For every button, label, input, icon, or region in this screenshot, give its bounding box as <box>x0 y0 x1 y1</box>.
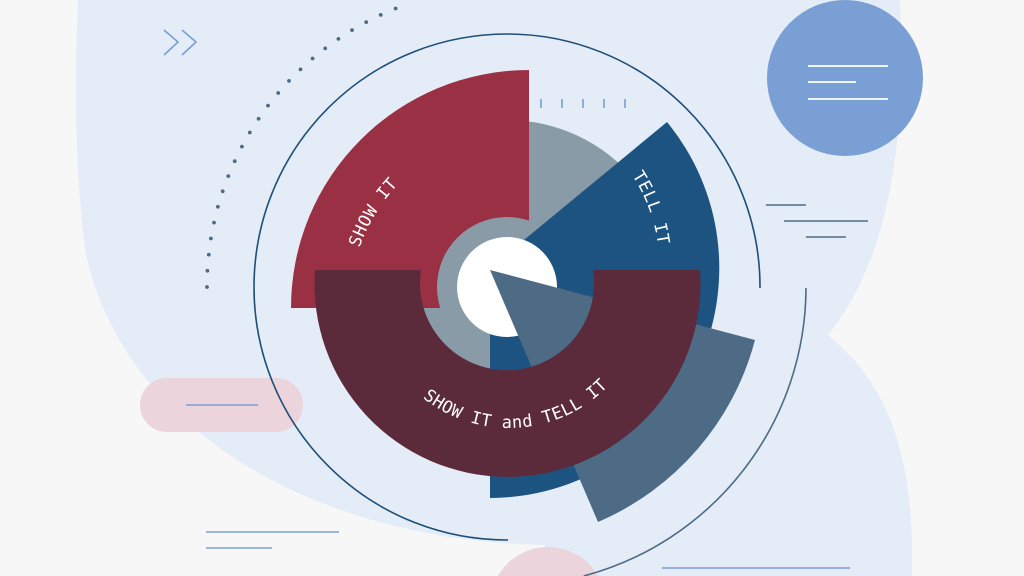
double-chevron-right-icon <box>163 29 198 56</box>
dot <box>216 204 220 209</box>
dot <box>336 37 341 41</box>
dot <box>205 268 210 273</box>
dot <box>364 20 369 24</box>
tick-marks <box>540 99 626 108</box>
dot <box>247 130 252 135</box>
dot <box>209 236 213 241</box>
dot <box>298 67 303 72</box>
dot <box>226 174 231 179</box>
dot <box>232 159 237 164</box>
menu-circle <box>767 0 923 156</box>
side-lines-right <box>766 204 868 238</box>
show-and-tell-ring <box>314 270 701 477</box>
outline-arc-outer <box>583 287 807 576</box>
dot <box>212 220 216 225</box>
dot <box>205 285 209 289</box>
dot <box>310 56 315 61</box>
pink-circle <box>497 547 599 576</box>
outline-arc-inner <box>253 33 761 541</box>
dot <box>266 103 270 108</box>
dot <box>240 144 244 149</box>
dot <box>350 28 354 32</box>
dot <box>323 46 328 51</box>
dot <box>276 91 281 95</box>
dotted-arc <box>205 6 398 289</box>
dot <box>393 6 398 11</box>
menu-lines-icon <box>808 65 888 100</box>
pink-pill <box>140 378 303 432</box>
dot <box>256 116 261 121</box>
dot <box>287 79 291 83</box>
dot <box>206 252 211 257</box>
dot <box>220 189 225 194</box>
bottom-lines-left <box>206 531 339 549</box>
dot <box>378 13 383 17</box>
